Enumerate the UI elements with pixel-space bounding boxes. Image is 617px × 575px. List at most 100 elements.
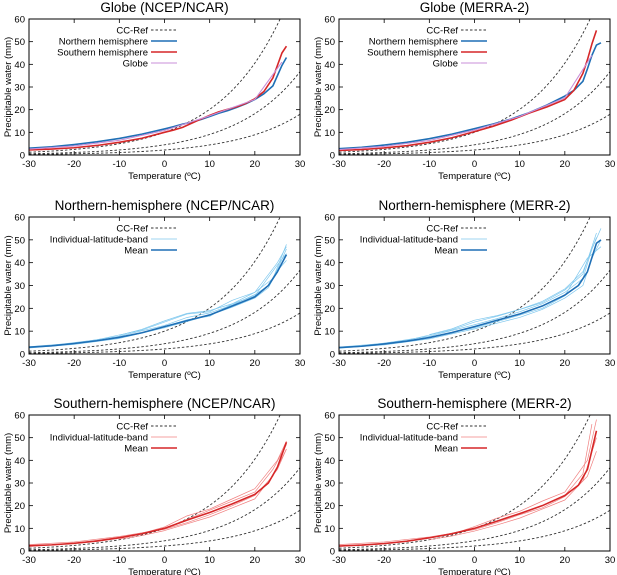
y-tick-label: 50: [14, 433, 25, 444]
x-tick-label: 20: [560, 159, 571, 170]
series-line-band-4: [429, 451, 597, 541]
y-tick-label: 10: [14, 128, 25, 139]
x-tick-label: 10: [514, 555, 525, 566]
cc-ref-curve-3: [29, 113, 300, 155]
series-line-band-4: [119, 448, 287, 540]
y-tick-label: 50: [14, 37, 25, 48]
y-tick-label: 0: [330, 350, 335, 361]
x-tick-label: -10: [112, 358, 126, 369]
legend-label: Globe: [123, 59, 148, 70]
y-tick-label: 30: [324, 281, 335, 292]
x-axis-label: Temperature (ºC): [438, 370, 511, 381]
cc-ref-curve-3: [339, 509, 610, 551]
x-tick-label: -20: [67, 358, 81, 369]
chart-panel-4: Northern-hemisphere (MERR-2) -30 -20 -10 0 10…: [313, 198, 616, 381]
x-tick-label: 20: [560, 358, 571, 369]
x-tick-label: 30: [605, 358, 616, 369]
legend-label: CC-Ref: [426, 422, 458, 433]
y-tick-label: 0: [20, 350, 25, 361]
plot-area: [29, 217, 300, 354]
x-tick-label: 10: [204, 358, 215, 369]
y-tick-label: 20: [324, 105, 335, 116]
cc-ref-curve-3: [29, 312, 300, 354]
legend-label: Northern hemisphere: [59, 37, 148, 48]
x-tick-label: 20: [560, 555, 571, 566]
legend-label: Southern hemisphere: [57, 48, 148, 59]
x-tick-label: -20: [377, 555, 391, 566]
x-axis-label: Temperature (ºC): [438, 567, 511, 575]
plot-frame: [338, 216, 611, 355]
x-tick-label: 10: [204, 555, 215, 566]
legend-label: Individual-latitude-band: [50, 235, 148, 246]
legend-label: Individual-latitude-band: [50, 433, 148, 444]
y-tick-label: 30: [324, 83, 335, 94]
plot-frame: [338, 414, 611, 552]
x-tick-label: -20: [67, 159, 81, 170]
plot-frame: [338, 18, 611, 156]
chart-title: Northern-hemisphere (NCEP/NCAR): [55, 198, 275, 213]
x-tick-label: 30: [295, 555, 306, 566]
y-axis-label: Precipitable water (mm): [313, 37, 324, 137]
y-tick-label: 20: [14, 304, 25, 315]
legend-label: Northern hemisphere: [369, 37, 458, 48]
series-line-globe: [29, 61, 283, 150]
plot-frame: [28, 18, 301, 156]
x-tick-label: 0: [162, 358, 167, 369]
chart-panel-1: Globe (NCEP/NCAR) -30 -20 -10 0 10 20 30 0 10 20 30…: [3, 0, 305, 182]
legend-label: CC-Ref: [116, 26, 148, 37]
y-tick-label: 60: [324, 15, 335, 26]
series-line-mean: [29, 441, 288, 547]
y-tick-label: 60: [324, 213, 335, 224]
x-tick-label: -10: [422, 555, 436, 566]
x-tick-label: -20: [67, 555, 81, 566]
series-line-band-2: [29, 260, 287, 349]
legend-label: CC-Ref: [426, 26, 458, 37]
legend-label: Mean: [434, 444, 458, 455]
legend-label: CC-Ref: [116, 422, 148, 433]
y-tick-label: 40: [324, 60, 335, 71]
cc-ref-curve-2: [339, 467, 610, 551]
chart-panel-3: Northern-hemisphere (NCEP/NCAR) -30 -20 -10…: [3, 198, 305, 381]
legend-label: Mean: [434, 246, 458, 257]
chart-title: Globe (MERRA-2): [420, 0, 530, 15]
y-tick-label: 20: [324, 501, 335, 512]
series-line-band-4: [74, 253, 287, 345]
plot-frame: [28, 216, 301, 355]
x-tick-label: 20: [250, 358, 261, 369]
chart-panel-5: Southern-hemisphere (NCEP/NCAR) -30 -20 -10…: [3, 396, 306, 575]
y-tick-label: 30: [14, 281, 25, 292]
cc-ref-curve-1: [29, 217, 281, 352]
cc-ref-curve-2: [29, 71, 300, 155]
series-line-mean: [339, 239, 602, 349]
legend-label: CC-Ref: [426, 224, 458, 235]
series-line-southern-hemisphere: [29, 45, 288, 151]
chart-title: Northern-hemisphere (MERR-2): [378, 198, 570, 213]
y-tick-label: 40: [324, 258, 335, 269]
y-tick-label: 30: [14, 83, 25, 94]
x-axis-label: Temperature (ºC): [128, 370, 201, 381]
x-tick-label: 0: [162, 555, 167, 566]
x-tick-label: 20: [250, 159, 261, 170]
y-tick-label: 10: [14, 327, 25, 338]
x-axis-label: Temperature (ºC): [128, 171, 201, 182]
y-tick-label: 40: [324, 456, 335, 467]
plot-area: [339, 217, 610, 354]
x-tick-label: 10: [204, 159, 215, 170]
x-tick-label: -20: [377, 358, 391, 369]
x-tick-label: 0: [472, 159, 477, 170]
y-tick-label: 30: [14, 479, 25, 490]
series-line-band-5: [119, 246, 287, 336]
series-line-individual-latitude-band: [339, 228, 602, 348]
x-tick-label: -30: [22, 555, 36, 566]
legend-label: Globe: [433, 59, 458, 70]
y-tick-label: 10: [324, 128, 335, 139]
cc-ref-curve-1: [339, 415, 591, 549]
plot-area: [29, 19, 300, 155]
cc-ref-curve-3: [29, 509, 300, 551]
y-axis-label: Precipitable water (mm): [3, 433, 14, 533]
x-tick-label: -10: [422, 159, 436, 170]
x-tick-label: -10: [112, 159, 126, 170]
x-tick-label: 10: [514, 159, 525, 170]
chart-title: Globe (NCEP/NCAR): [100, 0, 228, 15]
series-line-southern-hemisphere: [339, 30, 598, 152]
